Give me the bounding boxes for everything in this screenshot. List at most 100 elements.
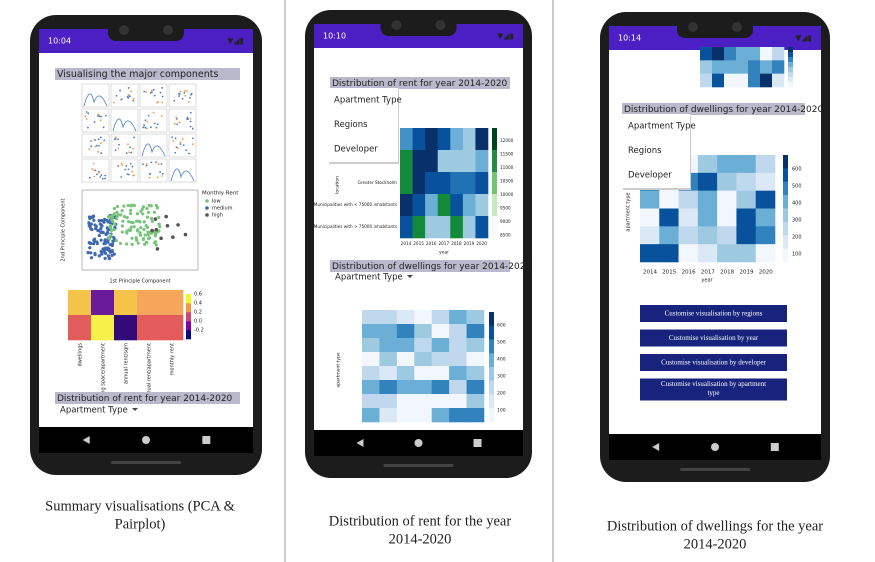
pairplot-cell	[168, 83, 197, 108]
heatmap-cell	[748, 47, 761, 61]
pca-point	[153, 217, 158, 221]
heatmap-cell	[379, 310, 398, 325]
heatmap-cell	[431, 324, 450, 339]
pca-point	[119, 213, 123, 217]
heatmap-cell	[160, 290, 184, 316]
pairplot-point	[157, 101, 160, 103]
pairplot-point	[129, 162, 132, 165]
heatmap-cell	[724, 47, 737, 61]
pca-point	[154, 227, 159, 232]
pca-point	[87, 221, 91, 225]
heatmap-cell	[137, 315, 161, 341]
caption: 2014-2020	[389, 531, 452, 547]
pca-point	[130, 236, 134, 240]
section-title: Distribution of dwellings for year 2014-…	[332, 262, 531, 272]
heatmap-cell	[396, 366, 415, 381]
pca-point	[93, 237, 97, 241]
heatmap-cell	[475, 150, 489, 173]
pairplot-point	[189, 111, 192, 114]
heatmap-cell	[431, 338, 450, 353]
pairplot-point	[125, 165, 128, 167]
pca-point	[92, 242, 96, 246]
pca-point	[111, 239, 115, 243]
button[interactable]	[640, 354, 787, 371]
pairplot-point	[100, 115, 102, 118]
heatmap-cell	[772, 47, 785, 61]
button-label: Customise visualisation by year	[669, 334, 759, 342]
pairplot-point	[145, 164, 148, 167]
x-tick-label: 2014	[643, 270, 657, 276]
pca-point	[146, 210, 150, 215]
heatmap-cell	[678, 208, 699, 227]
colorbar-tick: 400	[792, 201, 802, 207]
pca-point	[134, 237, 139, 242]
pca-point	[142, 220, 146, 224]
colorbar-tick: 10500	[500, 179, 514, 184]
heatmap-cell	[450, 128, 464, 151]
button[interactable]	[640, 378, 787, 401]
heatmap-cell	[462, 216, 476, 239]
colorbar	[788, 72, 793, 78]
heatmap-cell	[659, 208, 679, 227]
pairplot-point	[92, 162, 95, 165]
pairplot-point	[156, 123, 159, 126]
heatmap-cell	[717, 190, 737, 209]
colorbar	[489, 380, 494, 395]
heatmap-cell	[414, 408, 433, 423]
heatmap-cell	[712, 60, 725, 74]
nav-home	[142, 436, 150, 444]
pairplot-cell	[168, 158, 197, 183]
pca-point	[106, 240, 110, 244]
pairplot-point	[104, 174, 107, 177]
heatmap-cell	[431, 310, 450, 325]
heatmap-cell	[475, 172, 489, 195]
colorbar-tick: 400	[497, 357, 506, 363]
pairplot-point	[179, 143, 182, 145]
pairplot-point	[100, 142, 102, 145]
pca-point	[154, 203, 158, 208]
pca-point	[122, 214, 127, 219]
pca-point	[150, 228, 154, 233]
pca-point	[103, 217, 107, 222]
pairplot-point	[128, 151, 131, 154]
heatmap-cell	[431, 352, 450, 367]
pairplot-point	[87, 112, 90, 115]
colorbar	[783, 181, 788, 196]
heatmap-cell	[712, 73, 725, 88]
pca-point	[120, 224, 124, 228]
pairplot-point	[86, 126, 89, 129]
heatmap-cell	[462, 194, 476, 217]
x-tick-label: 2017	[701, 270, 715, 276]
pca-point	[150, 219, 154, 223]
heatmap-cell	[697, 155, 718, 174]
button[interactable]	[640, 329, 787, 347]
x-tick-label: 2019	[740, 270, 754, 276]
button[interactable]	[640, 305, 787, 322]
pairplot-point	[152, 111, 155, 114]
speaker	[383, 464, 454, 467]
heatmap-cell	[437, 128, 451, 151]
x-tick-label: 2016	[682, 270, 696, 276]
pca-point	[131, 221, 135, 225]
pairplot-point	[189, 120, 192, 123]
legend-marker	[205, 206, 209, 210]
pairplot-point	[181, 138, 184, 140]
pairplot-point	[175, 146, 178, 149]
pca-point	[129, 211, 133, 216]
x-tick-label: 2016	[426, 241, 437, 246]
pairplot-point	[117, 165, 120, 167]
heatmap-cell	[697, 208, 718, 227]
pca-point	[120, 209, 124, 213]
pairplot-point	[171, 136, 173, 139]
pca-plot	[81, 189, 199, 271]
pca-point	[125, 216, 129, 220]
pairplot-kde	[83, 93, 108, 107]
heatmap-cell	[755, 155, 776, 174]
pairplot-point	[100, 174, 103, 176]
dropdown: Apartment Type	[335, 273, 403, 283]
heatmap-cell	[396, 408, 415, 423]
pca-point	[165, 223, 170, 228]
heatmap-cell	[700, 60, 713, 74]
colorbar	[783, 235, 788, 249]
pairplot-point	[160, 163, 163, 165]
